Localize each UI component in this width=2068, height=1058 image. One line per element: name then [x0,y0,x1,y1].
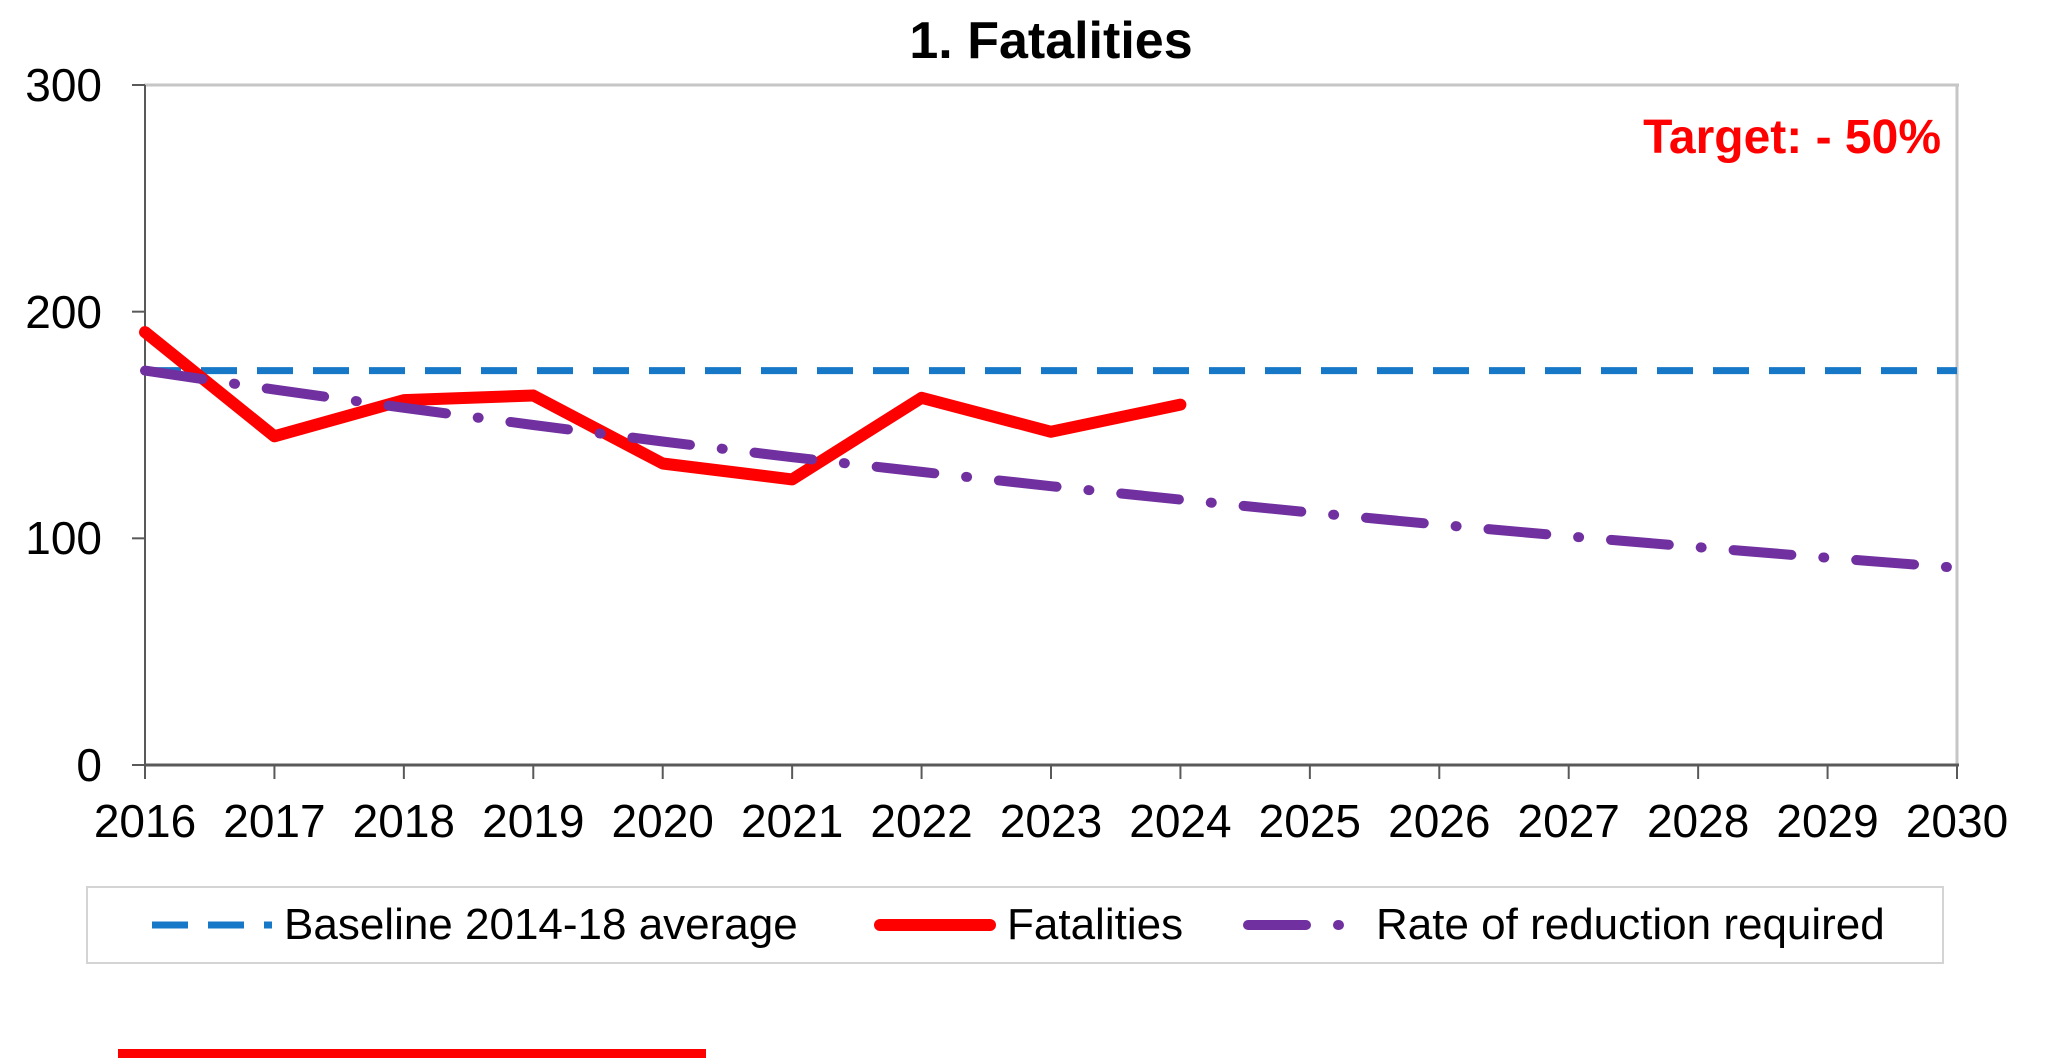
y-tick-label: 0 [76,739,102,791]
x-tick-label: 2027 [1517,795,1620,847]
legend-label-fatalities: Fatalities [1007,900,1184,949]
x-tick-label: 2026 [1388,795,1491,847]
x-tick-label: 2021 [740,795,844,847]
legend-item-fatalities: Fatalities [873,888,1183,962]
required-line-swatch [1243,920,1365,930]
series-required [140,365,1962,573]
series-fatalities [139,326,1187,486]
x-tick-label: 2020 [611,795,714,847]
legend-label-baseline: Baseline 2014-18 average [284,900,798,949]
y-tick-label: 100 [25,512,102,565]
x-tick-label: 2022 [870,795,973,847]
y-tick-label: 300 [25,59,102,111]
x-tick-label: 2023 [999,795,1103,847]
x-tick-label: 2024 [1129,795,1232,847]
x-tick-label: 2018 [352,795,456,847]
baseline-line-swatch [152,921,272,929]
fatalities-line-swatch [874,919,996,931]
x-tick-label: 2017 [223,795,326,847]
x-tick-label: 2016 [93,795,197,847]
target-annotation: Target: - 50% [1643,111,1941,164]
y-tick-label: 200 [25,285,102,338]
legend: Baseline 2014-18 average Fatalities Rate… [86,886,1944,964]
legend-item-baseline: Baseline 2014-18 average [150,888,798,962]
x-tick-label: 2028 [1646,795,1750,847]
legend-label-required: Rate of reduction required [1376,900,1885,949]
x-tick-label: 2025 [1258,795,1362,847]
x-tick-label: 2029 [1776,795,1879,847]
x-tick-label: 2030 [1905,795,2009,847]
x-tick-label: 2019 [482,795,585,847]
chart-title: 1. Fatalities [909,12,1193,70]
legend-item-required: Rate of reduction required [1242,888,1885,962]
adjacent-chart-red-edge [118,1049,706,1058]
